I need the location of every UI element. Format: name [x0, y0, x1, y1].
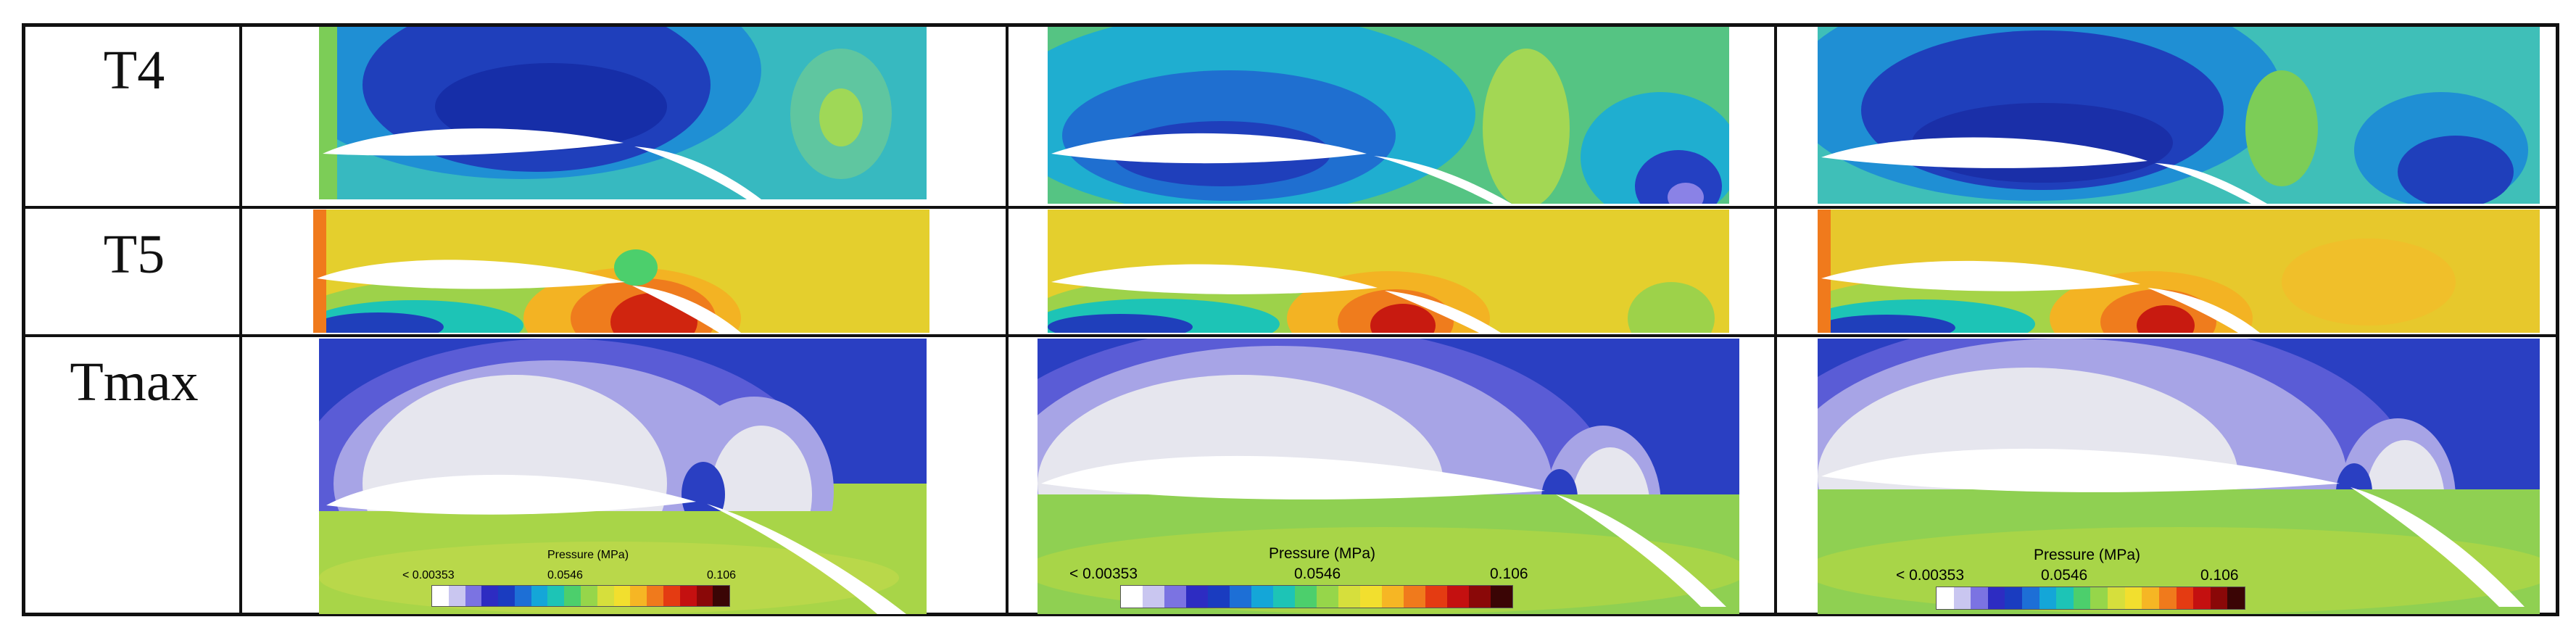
legend-min-label: < 0.00353 [402, 569, 455, 581]
legend-swatch [663, 586, 680, 606]
column-divider [1774, 27, 1777, 613]
legend-swatch [2227, 587, 2245, 609]
legend-colorbar [1936, 587, 2245, 610]
legend-swatch [1469, 586, 1491, 608]
pressure-contour-t5-b [1048, 210, 1729, 333]
pressure-legend-b: Pressure (MPa) < 0.00353 0.0546 0.106 [1069, 545, 1533, 610]
legend-title: Pressure (MPa) [1269, 545, 1376, 562]
legend-swatch [465, 586, 482, 606]
row-divider [25, 334, 2556, 337]
legend-swatch [1317, 586, 1338, 608]
row-label-tmax: Tmax [70, 352, 199, 413]
legend-swatch [2039, 587, 2057, 609]
legend-min-label: < 0.00353 [1069, 566, 1138, 582]
legend-swatch [2005, 587, 2023, 609]
legend-max-label: 0.106 [707, 569, 737, 581]
legend-swatch [514, 586, 531, 606]
legend-swatch [1971, 587, 1988, 609]
pressure-contour-t4-a [319, 27, 927, 199]
legend-swatch [1208, 586, 1230, 608]
legend-swatch [1273, 586, 1295, 608]
legend-swatch [581, 586, 597, 606]
legend-swatch [2158, 587, 2177, 609]
legend-swatch [630, 586, 647, 606]
legend-title: Pressure (MPa) [2034, 547, 2141, 563]
legend-swatch [1447, 586, 1469, 608]
row-divider [25, 206, 2556, 209]
legend-swatch [1186, 586, 1208, 608]
legend-swatch [498, 586, 515, 606]
legend-swatch [1953, 587, 1971, 609]
pressure-contour-tmax-a [319, 339, 927, 614]
legend-mid-label: 0.0546 [1294, 566, 1341, 582]
row-label-t4: T4 [103, 40, 165, 101]
figure-grid: T4 T5 Tmax [22, 23, 2559, 616]
legend-swatch [1143, 586, 1164, 608]
legend-swatch [1382, 586, 1404, 608]
legend-swatch [1987, 587, 2005, 609]
legend-swatch [1360, 586, 1382, 608]
legend-swatch [1121, 586, 1143, 608]
legend-swatch [432, 586, 449, 606]
legend-swatch [1230, 586, 1251, 608]
pressure-legend-c: Pressure (MPa) < 0.00353 0.0546 0.106 [1896, 547, 2316, 612]
legend-swatch [647, 586, 663, 606]
pressure-contour-t5-c [1818, 210, 2540, 333]
legend-title: Pressure (MPa) [547, 549, 629, 561]
legend-swatch [1491, 586, 1512, 608]
row-label-t5: T5 [103, 224, 165, 285]
legend-mid-label: 0.0546 [2041, 567, 2088, 584]
column-divider [1006, 27, 1009, 613]
legend-swatch [2056, 587, 2074, 609]
column-divider [239, 27, 242, 613]
legend-colorbar [431, 585, 730, 607]
legend-swatch [1164, 586, 1186, 608]
legend-swatch [1404, 586, 1425, 608]
pressure-contour-tmax-b [1038, 339, 1739, 614]
pressure-legend-a: Pressure (MPa) < 0.00353 0.0546 0.106 [402, 549, 736, 614]
pressure-contour-t5-a [313, 210, 929, 333]
legend-swatch [613, 586, 631, 606]
legend-swatch [2193, 587, 2211, 609]
legend-swatch [2210, 587, 2228, 609]
legend-swatch [2073, 587, 2091, 609]
legend-mid-label: 0.0546 [547, 569, 583, 581]
legend-swatch [2108, 587, 2125, 609]
legend-swatch [679, 586, 697, 606]
legend-swatch [2142, 587, 2159, 609]
legend-swatch [1251, 586, 1273, 608]
legend-swatch [547, 586, 565, 606]
legend-swatch [696, 586, 713, 606]
legend-swatch [1338, 586, 1360, 608]
legend-swatch [2124, 587, 2142, 609]
legend-swatch [1937, 587, 1954, 609]
legend-swatch [564, 586, 581, 606]
pressure-contour-t4-c [1818, 27, 2540, 204]
legend-swatch [597, 586, 614, 606]
legend-swatch [1295, 586, 1317, 608]
legend-swatch [2090, 587, 2108, 609]
legend-swatch [1425, 586, 1447, 608]
legend-max-label: 0.106 [1490, 566, 1528, 582]
legend-swatch [713, 586, 730, 606]
legend-swatch [531, 586, 548, 606]
legend-swatch [481, 586, 499, 606]
legend-swatch [2022, 587, 2039, 609]
legend-min-label: < 0.00353 [1896, 567, 1965, 584]
legend-swatch [2176, 587, 2194, 609]
legend-max-label: 0.106 [2200, 567, 2239, 584]
pressure-contour-t4-b [1048, 27, 1729, 204]
legend-colorbar [1120, 585, 1513, 608]
legend-swatch [448, 586, 465, 606]
